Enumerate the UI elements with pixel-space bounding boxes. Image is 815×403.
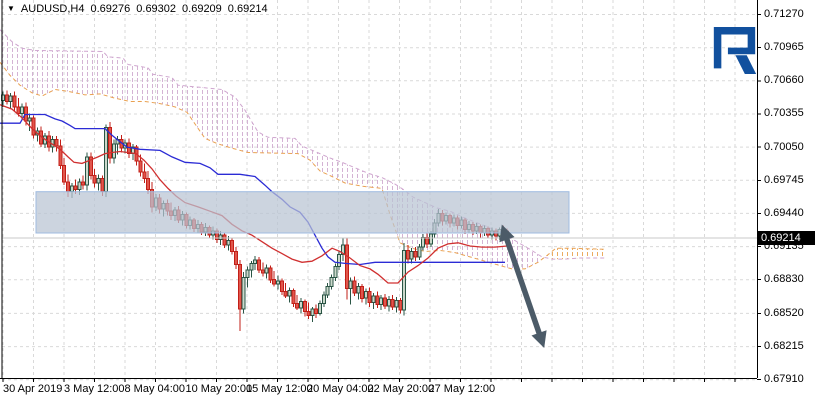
time-tick-label: 20 May 04:00	[307, 383, 374, 395]
ohlc-open: 0.69276	[90, 3, 131, 15]
senkou-span-a-line	[0, 61, 606, 270]
ohlc-low: 0.69209	[182, 3, 222, 15]
time-tick-label: 10 May 20:00	[185, 383, 253, 395]
price-tick-label: 0.68830	[764, 273, 804, 286]
symbol-timeframe-label: AUDUSD,H4	[20, 3, 85, 15]
time-tick-label: 15 May 12:00	[246, 383, 313, 395]
time-tick-label: 22 May 20:00	[367, 383, 435, 395]
symbol-marker-icon: ▼	[7, 3, 15, 13]
roboforex-logo	[713, 27, 757, 74]
price-tick-label: 0.69745	[764, 173, 804, 186]
price-tick-label: 0.71270	[764, 8, 804, 20]
time-tick-label: 30 Apr 2019	[3, 383, 63, 395]
price-tick-label: 0.69440	[764, 206, 804, 219]
price-tick-label: 0.70050	[764, 140, 804, 153]
price-tick-label: 0.68520	[764, 306, 804, 319]
time-tick-label: 27 May 12:00	[428, 383, 496, 395]
price-tick-label: 0.70660	[764, 74, 804, 87]
chart-grid	[2, 0, 757, 381]
down-trend-arrow[interactable]	[499, 224, 547, 349]
highlight-zone-rectangle[interactable]	[35, 191, 570, 234]
chart-title: ▼ AUDUSD,H4 0.69276 0.69302 0.69209 0.69…	[7, 3, 268, 15]
ohlc-close: 0.69214	[227, 3, 268, 15]
time-tick-label: 8 May 04:00	[124, 383, 186, 395]
price-tick-label: 0.70355	[764, 107, 804, 120]
ohlc-high: 0.69302	[136, 3, 177, 15]
kijun-sen-line	[0, 113, 505, 266]
price-tick-label: 0.67910	[764, 373, 804, 386]
axis-frame	[0, 0, 761, 382]
time-tick-label: 3 May 12:00	[64, 383, 125, 395]
current-price-badge: 0.69214	[758, 230, 815, 245]
price-axis[interactable]	[757, 0, 815, 378]
price-tick-label: 0.68215	[764, 340, 804, 353]
price-tick-label: 0.70965	[764, 41, 804, 54]
